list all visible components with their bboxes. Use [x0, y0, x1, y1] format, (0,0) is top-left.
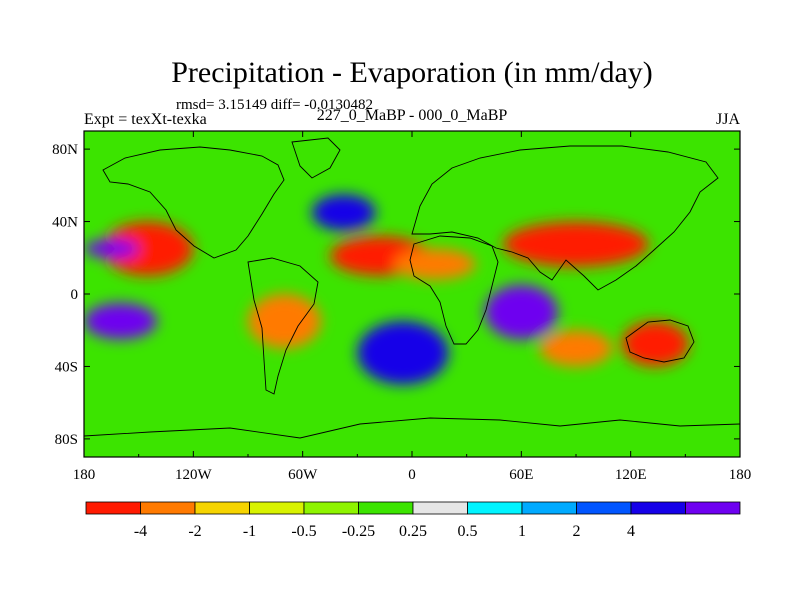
colorbar-label: -2	[188, 523, 201, 540]
colorbar-label: -0.5	[291, 523, 316, 540]
coast-eurasia	[411, 145, 719, 291]
region-south-indian-dry	[539, 330, 613, 367]
colorbar-bin	[303, 501, 359, 515]
x-tick-label: 120E	[615, 467, 647, 483]
region-indian-ocean-wet	[484, 284, 558, 340]
colorbar-bin	[467, 501, 523, 515]
colorbar-bin	[194, 501, 250, 515]
region-sahara-dry	[393, 248, 476, 280]
y-tick-label: 80S	[55, 432, 78, 448]
colorbar-bin	[85, 501, 141, 515]
colorbar-bin	[412, 501, 468, 515]
colorbar-label: -0.25	[342, 523, 375, 540]
center-label: 227_0_MaBP - 000_0_MaBP	[317, 107, 508, 124]
x-tick-label: 0	[408, 467, 416, 483]
coastlines	[84, 137, 740, 439]
plot-background	[84, 131, 740, 457]
region-north-pacific-dry	[102, 221, 194, 276]
colorbar-bin	[685, 501, 741, 515]
colorbar-label: -4	[134, 523, 147, 540]
colorbar-bin	[576, 501, 632, 515]
y-tick-label: 40S	[55, 359, 78, 375]
region-south-america-dry	[248, 294, 321, 349]
colorbar-bin	[358, 501, 414, 515]
x-tick-label: 180	[729, 467, 752, 483]
x-axis: 180 120W 60W 0 60E 120E 180	[73, 131, 752, 483]
region-north-pacific-wet	[84, 239, 139, 258]
region-asia-dry	[503, 221, 649, 267]
x-tick-label: 60W	[288, 467, 318, 483]
y-axis: 80N 40N 0 40S 80S	[52, 142, 740, 448]
coast-south-america	[247, 257, 319, 395]
y-tick-label: 0	[71, 287, 79, 303]
y-tick-label: 80N	[52, 142, 78, 158]
colorbar-label: 2	[573, 523, 581, 540]
coast-north-america	[102, 146, 285, 259]
stats-text: rmsd= 3.15149 diff= -0.0130482	[176, 97, 373, 113]
coast-greenland	[291, 137, 341, 179]
colorbar-label: 0.25	[399, 523, 427, 540]
coast-africa	[409, 235, 499, 345]
right-label: JJA	[716, 111, 740, 128]
colorbar-label: -1	[243, 523, 256, 540]
colorbar-bin	[140, 501, 196, 515]
region-south-pacific-wet	[84, 303, 157, 340]
map-plot	[84, 131, 740, 457]
coast-australia	[625, 319, 695, 363]
colorbar-label: 0.5	[458, 523, 478, 540]
colorbar-bin	[249, 501, 305, 515]
colorbar-label: 1	[518, 523, 526, 540]
y-tick-label: 40N	[52, 215, 78, 231]
colorbar-bin	[521, 501, 577, 515]
colorbar-label: 4	[627, 523, 635, 540]
chart-title: Precipitation - Evaporation (in mm/day)	[171, 56, 653, 89]
x-tick-label: 180	[73, 467, 96, 483]
region-australia-dry	[621, 321, 689, 367]
coast-antarctica	[84, 417, 740, 439]
colorbar-bin	[630, 501, 686, 515]
field-layer	[84, 194, 689, 385]
colorbar: -4 -2 -1 -0.5 -0.25 0.25 0.5 1 2 4	[85, 501, 741, 540]
x-tick-label: 120W	[175, 467, 213, 483]
x-tick-label: 60E	[509, 467, 533, 483]
left-label: Expt = texXt-texka	[84, 111, 207, 128]
region-south-atlantic-wet	[357, 321, 449, 385]
region-north-america-wet	[311, 194, 376, 231]
